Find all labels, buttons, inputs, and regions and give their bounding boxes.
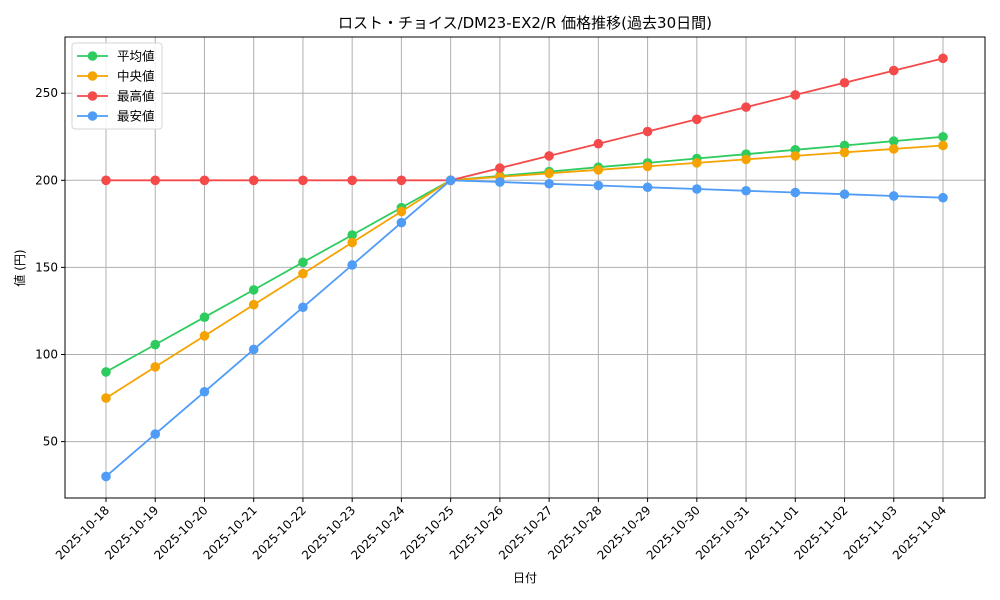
legend-marker-icon [87, 111, 98, 121]
series-line [105, 179, 944, 478]
data-point [347, 175, 357, 186]
legend-label: 最高値 [117, 89, 155, 104]
grid-lines [65, 37, 985, 498]
data-point [347, 230, 357, 240]
data-point [298, 175, 308, 186]
legend-item-2: 最高値 [77, 89, 155, 104]
legend-label: 中央値 [117, 69, 155, 84]
data-point [741, 102, 751, 112]
data-point [298, 268, 308, 279]
y-tick-label: 150 [35, 260, 58, 274]
data-point [839, 140, 850, 151]
data-point [101, 367, 111, 377]
data-point [692, 184, 702, 194]
data-point [495, 177, 505, 187]
data-point [790, 90, 801, 100]
data-point [248, 175, 259, 186]
data-point [150, 429, 161, 439]
legend-item-1: 中央値 [77, 69, 155, 84]
y-axis-ticks: 50 100 150 200 250 [35, 86, 65, 449]
data-point [544, 168, 554, 179]
data-point [692, 158, 702, 168]
y-tick-label: 100 [35, 348, 58, 362]
data-point [298, 257, 308, 268]
series-3 [101, 175, 948, 482]
data-point [593, 138, 604, 149]
data-point [593, 165, 604, 175]
legend-box [71, 42, 163, 130]
y-tick-label: 50 [43, 435, 58, 449]
y-axis-label: 値 (円) [12, 249, 27, 286]
data-point [150, 339, 161, 350]
data-point [544, 178, 554, 189]
data-point [938, 140, 948, 151]
legend-marker-icon [87, 51, 98, 61]
data-point [396, 175, 407, 186]
data-point [839, 189, 850, 200]
data-point [888, 65, 899, 76]
data-point [396, 217, 407, 228]
data-point [199, 331, 210, 341]
data-point [199, 312, 210, 323]
data-point [248, 285, 259, 295]
legend-label: 平均値 [117, 49, 155, 64]
data-point [593, 180, 604, 191]
data-point [298, 302, 308, 313]
series-0 [101, 131, 948, 377]
data-point [101, 393, 111, 403]
data-point [248, 299, 259, 310]
series-layer [101, 53, 948, 482]
data-point [150, 175, 161, 186]
data-point [642, 126, 653, 137]
data-point [888, 191, 899, 201]
data-point [101, 175, 111, 186]
data-point [199, 175, 210, 186]
chart-title: ロスト・チョイス/DM23-EX2/R 価格推移(過去30日間) [338, 14, 712, 32]
x-axis-ticks: 2025-10-182025-10-192025-10-202025-10-21… [53, 498, 949, 562]
data-point [839, 147, 850, 158]
data-point [101, 471, 111, 482]
data-point [445, 175, 456, 186]
data-point [790, 187, 801, 198]
data-point [347, 260, 357, 270]
series-2 [101, 53, 948, 186]
series-line [106, 57, 944, 182]
data-point [938, 192, 948, 203]
x-axis-label: 日付 [513, 571, 537, 585]
data-point [642, 182, 653, 193]
y-tick-label: 250 [35, 86, 58, 100]
data-point [888, 144, 899, 154]
data-point [150, 362, 161, 372]
series-line [105, 135, 944, 373]
legend-item-3: 最安値 [77, 109, 155, 124]
series-1 [101, 140, 948, 403]
data-point [199, 386, 210, 397]
series-line [105, 144, 944, 399]
data-point [888, 136, 899, 146]
y-tick-label: 200 [35, 173, 58, 187]
data-point [741, 185, 751, 196]
legend-item-0: 平均値 [77, 49, 155, 64]
legend-marker-icon [87, 91, 98, 101]
data-point [790, 151, 801, 161]
legend-marker-icon [87, 71, 98, 81]
data-point [938, 53, 948, 64]
legend-label: 最安値 [117, 109, 155, 124]
data-point [839, 77, 850, 88]
data-point [741, 154, 751, 165]
data-point [642, 161, 653, 172]
data-point [692, 114, 702, 125]
data-point [495, 163, 505, 173]
data-point [347, 237, 357, 248]
data-point [544, 151, 554, 161]
data-point [396, 206, 407, 217]
data-point [938, 131, 948, 142]
data-point [248, 344, 259, 355]
